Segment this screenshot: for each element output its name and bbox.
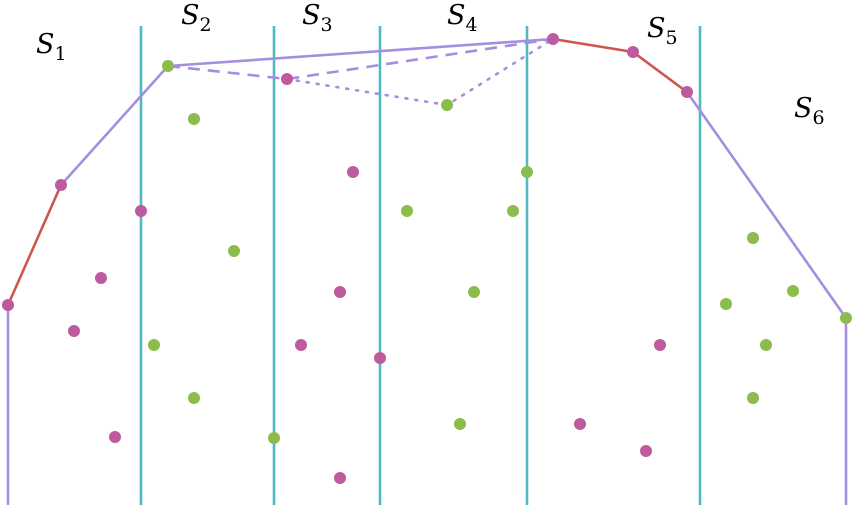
- point-green: [188, 113, 200, 125]
- point-green: [787, 285, 799, 297]
- point-magenta: [627, 46, 639, 58]
- point-green: [162, 60, 174, 72]
- point-green: [507, 205, 519, 217]
- point-magenta: [135, 205, 147, 217]
- point-magenta: [334, 472, 346, 484]
- point-magenta: [109, 431, 121, 443]
- point-green: [720, 298, 732, 310]
- slab-labels: S1 S2 S3 S4 S5 S6: [36, 0, 825, 129]
- point-magenta: [95, 272, 107, 284]
- point-magenta: [295, 339, 307, 351]
- slab-label-4: S4: [447, 0, 478, 36]
- point-magenta: [55, 179, 67, 191]
- point-green: [268, 432, 280, 444]
- point-green: [188, 392, 200, 404]
- slab-dividers: [139, 26, 702, 505]
- point-green: [401, 205, 413, 217]
- point-magenta: [640, 445, 652, 457]
- point-magenta: [681, 86, 693, 98]
- point-green: [760, 339, 772, 351]
- point-green: [840, 312, 852, 324]
- point-magenta: [281, 73, 293, 85]
- point-green: [228, 245, 240, 257]
- point-green: [521, 166, 533, 178]
- green-points: [148, 60, 852, 444]
- point-magenta: [374, 352, 386, 364]
- slab-label-6: S6: [794, 93, 825, 129]
- point-green: [148, 339, 160, 351]
- hull-edge-purple: [60, 65, 169, 186]
- point-green: [747, 392, 759, 404]
- point-magenta: [654, 339, 666, 351]
- hull-edge-red: [6, 184, 63, 306]
- point-green: [747, 232, 759, 244]
- point-green: [441, 99, 453, 111]
- point-magenta: [547, 33, 559, 45]
- slab-label-2: S2: [181, 0, 212, 36]
- magenta-points: [2, 33, 693, 484]
- slab-label-3: S3: [302, 0, 333, 36]
- point-magenta: [334, 286, 346, 298]
- point-green: [468, 286, 480, 298]
- hull-edge-dashed: [167, 37, 554, 81]
- point-green: [454, 418, 466, 430]
- hull-edge-purple-right: [685, 91, 848, 319]
- point-magenta: [574, 418, 586, 430]
- point-magenta: [2, 299, 14, 311]
- hull-edge-purple-top: [167, 37, 554, 68]
- point-magenta: [68, 325, 80, 337]
- slab-label-1: S1: [36, 29, 67, 65]
- point-magenta: [347, 166, 359, 178]
- hull-edges: [6, 37, 848, 505]
- slab-label-5: S5: [647, 13, 678, 49]
